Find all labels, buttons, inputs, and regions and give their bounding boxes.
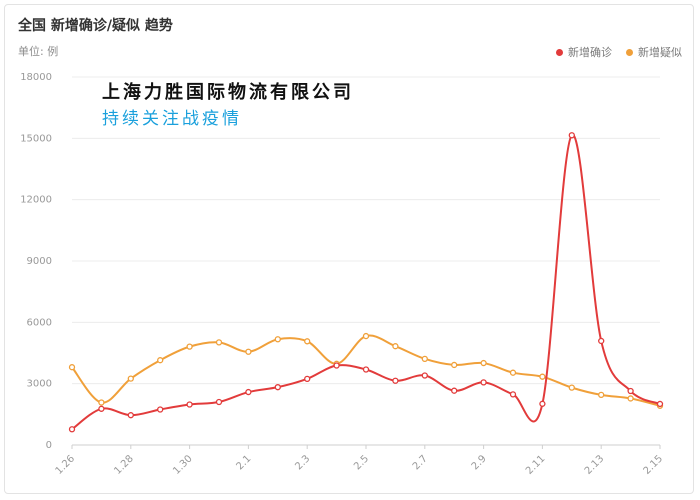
x-tick-label: 2.5 bbox=[352, 453, 371, 472]
data-point-suspected bbox=[274, 336, 281, 343]
data-point-suspected bbox=[598, 391, 605, 399]
x-tick-label: 2.11 bbox=[524, 453, 548, 477]
x-tick-label: 2.13 bbox=[583, 453, 607, 477]
x-tick-label: 2.15 bbox=[642, 453, 666, 477]
data-point-suspected bbox=[480, 359, 487, 367]
data-point-confirmed bbox=[68, 426, 76, 433]
x-tick-label: 1.28 bbox=[112, 453, 136, 477]
y-tick-label: 3000 bbox=[27, 379, 52, 390]
y-tick-label: 18000 bbox=[20, 72, 52, 83]
slogan-watermark: 持续关注战疫情 bbox=[102, 109, 242, 129]
chart-title: 全国 新增确诊/疑似 趋势 bbox=[18, 18, 173, 34]
data-point-suspected bbox=[186, 343, 193, 350]
data-point-suspected bbox=[362, 332, 370, 340]
data-point-suspected bbox=[98, 399, 105, 406]
data-point-suspected bbox=[509, 369, 517, 376]
data-point-suspected bbox=[68, 364, 76, 371]
data-point-suspected bbox=[127, 375, 134, 382]
data-point-suspected bbox=[451, 361, 458, 369]
x-tick-label: 2.3 bbox=[293, 453, 312, 472]
legend-item-suspected[interactable]: 新增疑似 bbox=[626, 44, 682, 60]
data-point-confirmed bbox=[362, 366, 370, 373]
x-tick-label: 1.30 bbox=[171, 453, 195, 477]
legend-label-confirmed: 新增确诊 bbox=[568, 46, 612, 59]
y-tick-label: 12000 bbox=[20, 195, 52, 206]
data-point-suspected bbox=[304, 338, 311, 345]
data-point-confirmed bbox=[656, 400, 664, 408]
y-tick-label: 15000 bbox=[20, 133, 52, 144]
data-point-confirmed bbox=[598, 337, 605, 345]
data-point-confirmed bbox=[98, 405, 105, 412]
chart-frame bbox=[4, 4, 694, 494]
data-point-confirmed bbox=[392, 377, 399, 384]
data-point-confirmed bbox=[480, 379, 487, 386]
data-point-confirmed bbox=[333, 362, 340, 369]
legend-item-confirmed[interactable]: 新增确诊 bbox=[556, 44, 612, 60]
legend-dot-suspected bbox=[626, 48, 633, 56]
data-point-confirmed bbox=[215, 398, 223, 406]
data-point-suspected bbox=[157, 357, 164, 364]
x-tick-label: 2.1 bbox=[234, 453, 253, 472]
data-point-confirmed bbox=[509, 391, 517, 398]
data-point-confirmed bbox=[304, 375, 311, 383]
y-tick-label: 9000 bbox=[27, 256, 52, 267]
data-point-confirmed bbox=[539, 400, 546, 407]
data-point-confirmed bbox=[245, 388, 252, 396]
data-point-confirmed bbox=[568, 132, 575, 139]
x-tick-label: 2.9 bbox=[470, 453, 489, 472]
data-point-confirmed bbox=[421, 372, 428, 379]
data-point-suspected bbox=[215, 339, 223, 346]
data-point-confirmed bbox=[451, 387, 458, 394]
data-point-confirmed bbox=[127, 412, 134, 419]
company-watermark: 上海力胜国际物流有限公司 bbox=[102, 82, 354, 103]
data-point-confirmed bbox=[186, 401, 193, 408]
data-point-suspected bbox=[627, 395, 634, 402]
y-tick-label: 6000 bbox=[27, 317, 52, 328]
data-point-confirmed bbox=[274, 384, 281, 391]
x-tick-label: 2.7 bbox=[411, 453, 430, 472]
data-point-suspected bbox=[539, 373, 546, 380]
y-tick-label: 0 bbox=[46, 440, 52, 451]
data-point-suspected bbox=[568, 384, 575, 391]
data-point-suspected bbox=[392, 343, 399, 350]
x-tick-label: 1.26 bbox=[54, 453, 78, 477]
legend-label-suspected: 新增疑似 bbox=[638, 46, 682, 59]
data-point-confirmed bbox=[157, 406, 164, 413]
data-point-confirmed bbox=[627, 387, 634, 395]
data-point-suspected bbox=[421, 355, 428, 362]
unit-label: 单位: 例 bbox=[18, 45, 59, 58]
legend-dot-confirmed bbox=[556, 48, 563, 56]
legend: 新增确诊 新增疑似 bbox=[556, 44, 682, 60]
data-point-suspected bbox=[245, 348, 252, 355]
